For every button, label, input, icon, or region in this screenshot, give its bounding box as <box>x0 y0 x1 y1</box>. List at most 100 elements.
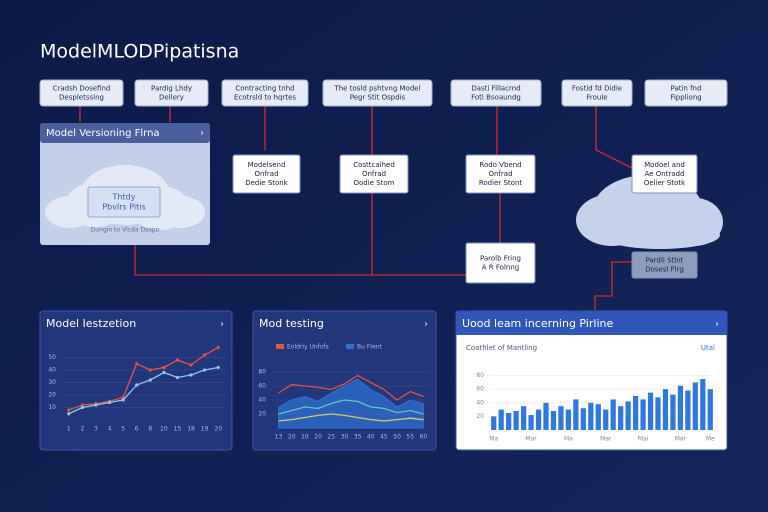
point <box>162 370 166 375</box>
panel-arrow: › <box>715 320 719 330</box>
bar <box>595 404 601 430</box>
point <box>189 373 193 377</box>
x-tick-label: Ma <box>564 436 573 443</box>
mid-node <box>232 154 301 194</box>
point <box>67 408 71 412</box>
node-label: Onfrad <box>254 170 278 178</box>
x-tick-label: 20 <box>288 434 296 441</box>
node-label: Oodie Stom <box>353 179 394 187</box>
node-label: Pegr Stit Ospdis <box>350 94 406 102</box>
y-tick-label: 40 <box>476 399 484 406</box>
line <box>68 366 219 415</box>
cloud <box>600 221 720 249</box>
node-label: A R Folnng <box>482 264 519 272</box>
bar <box>610 399 616 430</box>
point <box>80 405 84 410</box>
y-tick-label: 60 <box>258 383 266 390</box>
point <box>67 412 71 416</box>
node-label: Despletssing <box>59 94 104 102</box>
x-tick-label: 10 <box>301 434 309 441</box>
connectors <box>79 106 633 310</box>
panel-arrow: › <box>220 320 224 330</box>
top-node <box>322 79 433 107</box>
y-tick-label: 80 <box>476 372 484 379</box>
bar <box>528 415 534 430</box>
x-tick-label: 13 <box>275 434 283 441</box>
y-tick-label: 20 <box>476 413 484 420</box>
top-node <box>644 79 728 107</box>
bar <box>692 382 698 430</box>
bar <box>565 409 572 430</box>
point <box>107 400 112 405</box>
cloud <box>45 196 95 228</box>
x-tick-label: 30 <box>341 434 349 441</box>
x-tick-label: 3 <box>94 426 98 433</box>
node-label: Froule <box>586 94 607 102</box>
x-tick-label: 19 <box>201 426 209 433</box>
x-tick-label: 15 <box>174 426 182 433</box>
node-label: Dedie Stonk <box>245 179 289 187</box>
top-node <box>39 79 124 107</box>
x-tick-label: 50 <box>393 434 401 441</box>
x-tick-label: 10 <box>160 426 168 433</box>
node-label: Cradsh Dosefind <box>53 85 111 93</box>
bar <box>677 385 684 430</box>
bar <box>506 413 512 430</box>
chart-subtitle: Coathlet of Mantling <box>466 344 537 352</box>
node-label: Oelier Stotk <box>644 179 686 187</box>
node-label: Onfrad <box>362 170 386 178</box>
bar <box>550 410 557 430</box>
node-label: Dosesl Flrg <box>645 266 684 274</box>
bar <box>618 406 624 430</box>
node-label: Modelsend <box>248 161 286 169</box>
x-tick-label: 25 <box>327 434 335 441</box>
y-tick-label: 10 <box>48 404 56 411</box>
node-label: Ecotrsld to hqrtes <box>234 94 296 102</box>
point <box>175 375 180 380</box>
chart-title: Uood leam incerning Pirline <box>462 317 613 330</box>
node-label: The tosld pshtvng Model <box>333 85 420 93</box>
node-label: Patin fnd <box>671 85 702 93</box>
node-label: Pardli Stlnt <box>646 257 684 265</box>
panel-header <box>40 123 210 143</box>
bar <box>655 397 661 430</box>
node-label: Contracting tnhd <box>235 85 294 93</box>
point <box>80 403 84 407</box>
chart-panel <box>252 310 437 451</box>
mid-node <box>465 154 536 194</box>
point <box>216 365 220 370</box>
page-title: ModelMLODPipatisna <box>40 41 239 63</box>
bar <box>670 394 676 430</box>
x-tick-label: 45 <box>380 434 388 441</box>
x-tick-label: 60 <box>420 434 428 441</box>
y-tick-label: 30 <box>48 379 56 386</box>
chart-panel <box>39 310 233 451</box>
panel-arrow: › <box>424 320 428 330</box>
bar <box>588 402 594 430</box>
line <box>68 346 219 411</box>
x-tick-label: Mai <box>638 436 649 443</box>
legend-label: Eoldriy Unfofs <box>287 344 329 351</box>
x-tick-label: 55 <box>406 434 414 441</box>
point <box>135 362 139 366</box>
bar <box>707 389 713 430</box>
chart-header <box>456 311 727 335</box>
bar <box>662 389 669 430</box>
x-tick-label: 4 <box>108 426 112 433</box>
cloud <box>155 196 205 228</box>
bar <box>647 392 654 430</box>
x-tick-label: 8 <box>148 426 152 433</box>
mid-node <box>631 251 698 279</box>
y-tick-label: 40 <box>258 397 266 404</box>
bar <box>543 402 549 430</box>
x-tick-label: Mar <box>525 436 537 443</box>
x-tick-label: Me <box>706 436 715 443</box>
bar <box>640 399 646 430</box>
node-label: Parolb Fring <box>480 255 521 263</box>
top-node <box>134 79 209 107</box>
legend-swatch <box>346 344 354 349</box>
bar <box>498 409 504 430</box>
bar <box>625 401 631 430</box>
inner-box <box>87 186 161 218</box>
chart-link[interactable]: Utal <box>701 344 715 352</box>
